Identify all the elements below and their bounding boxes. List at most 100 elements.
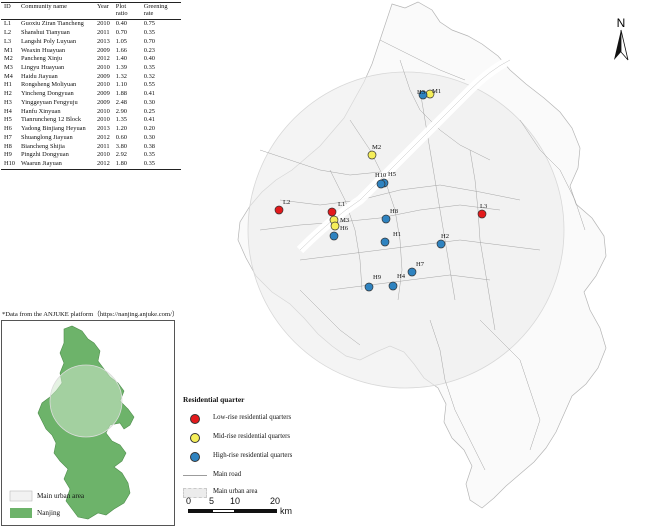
point-label-m3: M3 — [340, 217, 350, 224]
table-row: H8 Biancheng Shijia 2011 3.80 0.38 — [1, 143, 181, 152]
cell-greening-rate: 0.20 — [143, 125, 155, 133]
cell-year: 2011 — [97, 29, 110, 37]
residential-points-layer: L1 L2 L3 M1 M2 M3 H1 H2 H3 H4 H5 H6 H7 H8 H9 H10 — [274, 88, 488, 292]
cell-plot-ratio: 1.32 — [115, 72, 127, 80]
cell-community-name: Langshi Poly Luyuan — [21, 37, 77, 45]
point-label-h10: H10 — [375, 172, 387, 179]
cell-year: 2009 — [97, 90, 110, 98]
road — [299, 289, 361, 346]
low-rise-marker-icon — [190, 414, 200, 424]
cell-plot-ratio: 0.70 — [115, 29, 127, 37]
cell-community-name: Yincheng Dongyuan — [21, 90, 74, 98]
cell-year: 2010 — [97, 116, 110, 124]
cell-year: 2013 — [97, 37, 110, 45]
road — [299, 239, 541, 261]
point-h3 — [418, 90, 428, 100]
road — [429, 319, 486, 471]
cell-plot-ratio: 1.88 — [115, 90, 127, 98]
mid-rise-marker-icon — [190, 433, 200, 443]
cell-community-name: Hanfu Xinyuan — [21, 107, 61, 115]
high-rise-marker-icon — [190, 452, 200, 462]
scale-segment — [188, 509, 212, 513]
cell-year: 2009 — [97, 72, 110, 80]
cell-plot-ratio: 0.60 — [115, 133, 127, 141]
cell-id: L2 — [4, 29, 12, 37]
cell-plot-ratio: 3.80 — [115, 142, 127, 150]
cell-id: H8 — [4, 142, 12, 150]
table-row: H6 Yadong Binjiang Heyuan 2013 1.20 0.20 — [1, 125, 181, 134]
cell-year: 2010 — [97, 81, 110, 89]
community-table: ID Community name Year Plot ratio Greeni… — [1, 1, 181, 170]
inset-legend-nanjing-label: Nanjing — [37, 509, 61, 517]
cell-id: M2 — [4, 55, 13, 63]
col-green-header: Greening rate — [140, 1, 181, 21]
cell-greening-rate: 0.75 — [143, 20, 155, 28]
inset-legend-nanjing-swatch — [10, 508, 32, 518]
cell-id: H9 — [4, 151, 12, 159]
table-row: M1 Weaxin Huayuan 2009 1.66 0.23 — [1, 47, 181, 56]
cell-community-name: Shanshui Tianyuan — [21, 29, 70, 37]
cell-greening-rate: 0.41 — [143, 90, 155, 98]
table-row: H7 Shuanglong Jiayuan 2012 0.60 0.30 — [1, 134, 181, 143]
road — [379, 39, 466, 81]
cell-greening-rate: 0.35 — [143, 151, 155, 159]
point-label-h9: H9 — [373, 274, 382, 281]
cell-year: 2012 — [97, 55, 110, 63]
cell-year: 2010 — [97, 107, 110, 115]
road — [419, 89, 456, 301]
road — [349, 119, 403, 301]
cell-greening-rate: 0.41 — [143, 116, 155, 124]
col-plot-header: Plot ratio — [112, 1, 141, 21]
table-row: L2 Shanshui Tianyuan 2011 0.70 0.35 — [1, 29, 181, 38]
cell-greening-rate: 0.32 — [143, 72, 155, 80]
cell-id: H3 — [4, 98, 12, 106]
main-map: L1 L2 L3 M1 M2 M3 H1 H2 H3 H4 H5 H6 H7 H8 H9 H10 — [237, 1, 607, 509]
cell-id: H5 — [4, 116, 12, 124]
cell-plot-ratio: 2.48 — [115, 98, 127, 106]
point-label-h4: H4 — [397, 273, 406, 280]
table-row: H10 Waarun Jiayuan 2012 1.80 0.35 — [1, 159, 181, 170]
north-arrow-icon: N — [614, 16, 629, 61]
point-h6 — [329, 231, 339, 241]
table-row: L1 Guoxiu Ziran Tiancheng 2010 0.40 0.75 — [1, 20, 181, 29]
cell-greening-rate: 0.70 — [143, 37, 155, 45]
inset-map: Main urban area Nanjing — [1, 320, 175, 526]
scale-tick-0: 0 — [186, 496, 192, 506]
point-label-m1: M1 — [432, 88, 441, 95]
point-h9 — [364, 282, 374, 292]
main-urban-area — [247, 71, 565, 389]
scale-bar: 0 5 10 20 km — [182, 496, 312, 526]
legend-low-label: Low-rise residential quarters — [213, 414, 292, 421]
cell-greening-rate: 0.35 — [143, 64, 155, 72]
point-label-h6: H6 — [340, 225, 349, 232]
cell-plot-ratio: 2.92 — [115, 151, 127, 159]
legend-mid-label: Mid-rise residential quarters — [213, 433, 291, 440]
cell-id: H7 — [4, 133, 12, 141]
table-header-row: ID Community name Year Plot ratio Greeni… — [1, 1, 181, 21]
point-label-l1: L1 — [338, 201, 345, 208]
table-row: M4 Haidu Jiayuan 2009 1.32 0.32 — [1, 73, 181, 82]
cell-id: M4 — [4, 72, 13, 80]
point-label-m2: M2 — [372, 144, 381, 151]
urban-area-swatch-icon — [183, 488, 207, 498]
table-row: H4 Hanfu Xinyuan 2010 2.90 0.25 — [1, 108, 181, 117]
inset-legend-urban-swatch — [9, 490, 33, 502]
cell-plot-ratio: 2.90 — [115, 107, 127, 115]
cell-plot-ratio: 1.39 — [115, 64, 127, 72]
cell-plot-ratio: 1.66 — [115, 46, 127, 54]
cell-community-name: Guoxiu Ziran Tiancheng — [21, 20, 84, 28]
cell-year: 2010 — [97, 64, 110, 72]
col-year-header: Year — [94, 1, 113, 21]
road — [329, 274, 491, 291]
cell-community-name: Weaxin Huayuan — [21, 46, 66, 54]
north-label: N — [617, 16, 626, 30]
legend-title: Residential quarter — [183, 395, 245, 404]
cell-id: H10 — [1, 159, 19, 170]
cell-community-name: Pancheng Xinju — [21, 55, 63, 63]
scale-segment — [235, 509, 277, 513]
point-label-h1: H1 — [393, 231, 401, 238]
cell-greening-rate: 0.40 — [143, 55, 155, 63]
cell-community-name: Haidu Jiayuan — [21, 72, 58, 80]
cell-year: 2012 — [94, 159, 113, 170]
cell-greening-rate: 0.25 — [143, 107, 155, 115]
